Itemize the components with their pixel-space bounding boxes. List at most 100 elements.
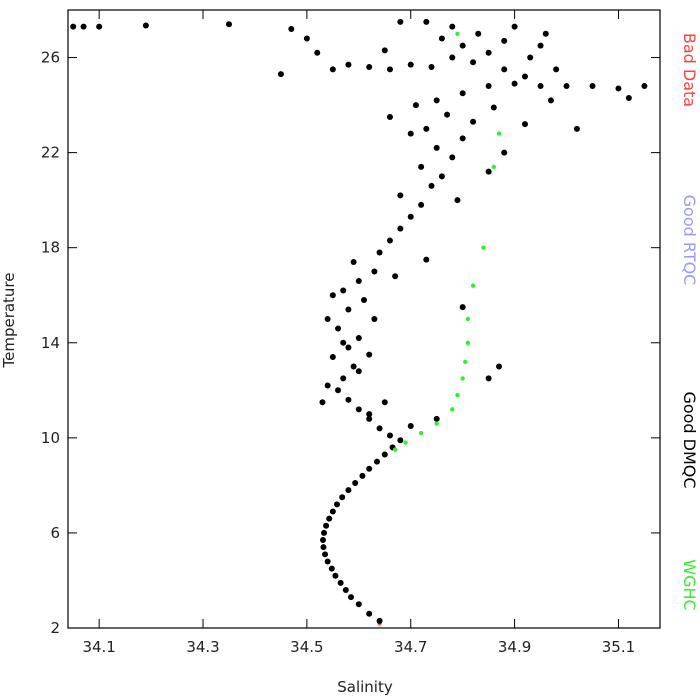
point	[321, 529, 328, 536]
plot-frame	[67, 9, 661, 629]
point	[366, 351, 373, 358]
point	[332, 572, 339, 579]
point	[407, 61, 414, 68]
point	[521, 121, 528, 128]
x-tick-label: 34.9	[498, 638, 531, 656]
point	[459, 42, 466, 49]
point	[324, 382, 331, 389]
point	[547, 97, 554, 104]
point	[423, 256, 430, 263]
point	[359, 472, 366, 479]
point	[381, 399, 388, 406]
point	[329, 66, 336, 73]
point	[345, 61, 352, 68]
point	[449, 23, 456, 30]
point	[319, 537, 326, 544]
point	[339, 494, 346, 501]
point	[527, 54, 534, 61]
point	[96, 23, 103, 30]
point	[433, 97, 440, 104]
point	[355, 601, 362, 608]
point	[454, 197, 461, 204]
point	[423, 18, 430, 25]
x-tick-label: 35.1	[602, 638, 635, 656]
point	[459, 135, 466, 142]
point	[573, 125, 580, 132]
point	[459, 304, 466, 311]
x-tick-label: 34.7	[394, 638, 427, 656]
point	[407, 130, 414, 137]
point	[371, 268, 378, 275]
point	[345, 306, 352, 313]
point	[335, 387, 342, 394]
point	[553, 66, 560, 73]
point	[329, 292, 336, 299]
y-tick-label: 26	[41, 49, 60, 67]
point	[361, 296, 367, 303]
point	[397, 18, 404, 25]
point	[589, 83, 596, 90]
point	[496, 363, 503, 370]
point	[340, 339, 347, 346]
y-axis-label: Temperature	[0, 272, 18, 368]
point	[615, 85, 622, 92]
point	[449, 54, 456, 61]
point	[501, 149, 508, 156]
x-tick-label: 34.5	[290, 638, 323, 656]
y-tick-label: 2	[50, 619, 60, 637]
point	[340, 287, 347, 294]
point	[434, 421, 439, 426]
point	[455, 31, 460, 36]
point	[381, 451, 388, 458]
point	[433, 415, 440, 422]
point	[470, 118, 477, 125]
y-tick-label: 10	[41, 429, 60, 447]
point	[350, 363, 357, 370]
y-tick-label: 14	[41, 334, 60, 352]
point	[397, 437, 404, 444]
point	[348, 594, 355, 601]
x-tick-label: 34.1	[82, 638, 115, 656]
point	[397, 192, 404, 199]
point	[407, 422, 414, 429]
point	[355, 277, 362, 284]
point	[386, 66, 393, 73]
legend-label: Bad Data	[680, 33, 699, 107]
point	[80, 23, 87, 30]
point	[392, 447, 398, 452]
point	[460, 376, 465, 381]
point	[352, 480, 359, 487]
point	[481, 245, 486, 250]
point	[465, 340, 471, 345]
x-tick-label: 34.3	[186, 638, 219, 656]
point	[324, 316, 331, 322]
x-axis-label: Salinity	[337, 678, 393, 696]
point	[470, 59, 477, 66]
point	[326, 515, 333, 522]
point	[355, 335, 362, 342]
point	[418, 430, 424, 436]
point	[459, 90, 466, 97]
point	[288, 26, 295, 33]
point	[625, 94, 632, 101]
point	[537, 42, 544, 49]
point	[438, 173, 445, 180]
point	[490, 104, 497, 111]
point	[335, 325, 342, 332]
point	[328, 565, 335, 572]
point	[403, 440, 408, 445]
point	[433, 144, 440, 151]
point	[501, 37, 508, 44]
point	[381, 47, 388, 54]
point	[485, 375, 492, 382]
point	[340, 375, 347, 382]
point	[70, 23, 77, 30]
point	[418, 163, 425, 170]
point	[376, 425, 383, 432]
point	[563, 83, 570, 90]
point	[225, 21, 232, 28]
point	[350, 258, 357, 265]
point	[511, 80, 518, 87]
point	[386, 432, 393, 439]
